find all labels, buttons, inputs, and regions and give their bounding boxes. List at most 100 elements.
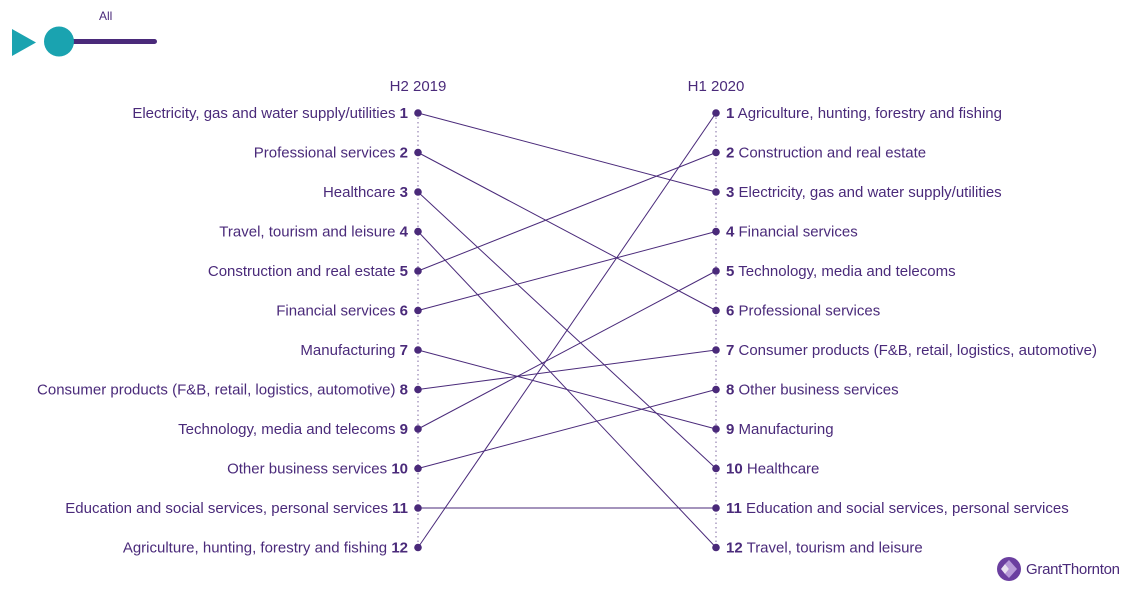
rank-dot-right — [712, 109, 720, 117]
left-rank-label: Construction and real estate 5 — [208, 263, 408, 280]
timeline-player: All — [12, 9, 157, 57]
rank-dot-right — [712, 346, 720, 354]
rank-dot-right — [712, 227, 720, 236]
rank-number: 8 — [726, 382, 734, 399]
sector-name: Construction and real estate — [734, 145, 926, 162]
sector-name: Construction and real estate — [208, 263, 400, 280]
right-rank-label: 7 Consumer products (F&B, retail, logist… — [726, 342, 1097, 359]
left-rank-label: Financial services 6 — [276, 303, 408, 320]
rank-dot-left — [414, 385, 422, 394]
sector-name: Technology, media and telecoms — [734, 263, 955, 280]
left-labels: Electricity, gas and water supply/utilit… — [37, 105, 409, 557]
rank-number: 3 — [400, 184, 408, 201]
sector-name: Manufacturing — [734, 421, 833, 438]
rank-number: 11 — [392, 500, 408, 517]
sector-name: Travel, tourism and leisure — [743, 540, 923, 557]
slope-line — [417, 270, 717, 430]
right-rank-label: 8 Other business services — [726, 382, 899, 399]
right-labels: 3 Electricity, gas and water supply/util… — [726, 105, 1097, 557]
rank-number: 2 — [726, 145, 734, 162]
left-rank-label: Healthcare 3 — [323, 184, 408, 201]
right-rank-label: 2 Construction and real estate — [726, 145, 926, 162]
rank-dot-right — [712, 148, 720, 157]
left-rank-label: Professional services 2 — [254, 145, 408, 162]
right-rank-label: 12 Travel, tourism and leisure — [726, 540, 923, 557]
sector-name: Other business services — [227, 461, 391, 478]
rank-number: 5 — [726, 263, 734, 280]
sector-name: Technology, media and telecoms — [178, 421, 400, 438]
rank-dot-left — [414, 464, 422, 473]
rank-dot-right — [712, 385, 720, 394]
sector-name: Financial services — [734, 224, 857, 241]
sector-name: Manufacturing — [300, 342, 399, 359]
timeline-track[interactable] — [60, 39, 157, 44]
rank-number: 10 — [391, 461, 408, 478]
column-header-h1-2020: H1 2020 — [688, 78, 745, 95]
rank-number: 7 — [726, 342, 734, 359]
sector-name: Financial services — [276, 303, 399, 320]
rank-number: 2 — [400, 145, 408, 162]
left-rank-label: Education and social services, personal … — [65, 500, 408, 517]
timeline-label: All — [99, 9, 112, 23]
rank-dot-left — [414, 148, 422, 157]
play-icon[interactable] — [12, 29, 36, 56]
rank-dot-left — [414, 306, 422, 315]
rank-number: 1 — [726, 105, 734, 122]
slope-line — [417, 349, 717, 430]
left-rank-label: Travel, tourism and leisure 4 — [219, 224, 408, 241]
rank-dot-right — [712, 543, 720, 552]
rank-number: 4 — [726, 224, 735, 241]
rank-number: 8 — [400, 382, 408, 399]
brand-name: GrantThornton — [1026, 560, 1120, 578]
sector-name: Consumer products (F&B, retail, logistic… — [734, 342, 1097, 359]
rank-dot-left — [414, 109, 422, 117]
rank-dot-left — [414, 227, 422, 236]
rank-dot-left — [414, 504, 422, 512]
sector-name: Electricity, gas and water supply/utilit… — [132, 105, 399, 122]
rank-number: 3 — [726, 184, 734, 201]
left-rank-label: Technology, media and telecoms 9 — [178, 421, 408, 438]
right-rank-label: 10 Healthcare — [726, 461, 819, 478]
rank-number: 12 — [726, 540, 743, 557]
column-axes — [417, 113, 717, 548]
rank-dot-left — [414, 267, 422, 275]
right-rank-label: 1 Agriculture, hunting, forestry and fis… — [726, 105, 1002, 122]
sector-name: Healthcare — [323, 184, 400, 201]
sector-name: Consumer products (F&B, retail, logistic… — [37, 382, 400, 399]
rank-dot-right — [712, 306, 720, 315]
rank-dot-left — [414, 425, 422, 433]
rank-dot-right — [712, 188, 720, 196]
left-rank-label: Manufacturing 7 — [300, 342, 408, 359]
left-rank-label: Other business services 10 — [227, 461, 408, 478]
sector-name: Agriculture, hunting, forestry and fishi… — [123, 540, 391, 557]
grant-thornton-logo-icon — [997, 557, 1021, 581]
rank-number: 7 — [400, 342, 408, 359]
rank-dot-left — [414, 188, 422, 196]
timeline-knob[interactable] — [44, 26, 74, 57]
left-rank-label: Electricity, gas and water supply/utilit… — [132, 105, 408, 122]
slope-line — [417, 112, 717, 548]
rank-number: 1 — [400, 105, 408, 122]
slope-line — [417, 389, 717, 469]
rank-dot-right — [712, 464, 720, 473]
sector-name: Professional services — [254, 145, 400, 162]
right-rank-label: 6 Professional services — [726, 303, 880, 320]
slope-line — [417, 231, 717, 311]
sector-name: Electricity, gas and water supply/utilit… — [734, 184, 1001, 201]
rank-number: 6 — [400, 303, 408, 320]
left-rank-label: Agriculture, hunting, forestry and fishi… — [123, 540, 408, 557]
right-rank-label: 11 Education and social services, person… — [726, 500, 1069, 517]
rank-dots — [414, 109, 720, 552]
rank-number: 9 — [726, 421, 734, 438]
rank-number: 11 — [726, 500, 742, 517]
sector-name: Professional services — [734, 303, 880, 320]
rank-dot-right — [712, 504, 720, 512]
slope-lines — [417, 112, 717, 548]
rank-dot-right — [712, 267, 720, 275]
sector-name: Education and social services, personal … — [742, 500, 1069, 517]
right-rank-label: 9 Manufacturing — [726, 421, 834, 438]
rank-dot-left — [414, 346, 422, 354]
rank-number: 4 — [400, 224, 409, 241]
sector-name: Agriculture, hunting, forestry and fishi… — [734, 105, 1002, 122]
